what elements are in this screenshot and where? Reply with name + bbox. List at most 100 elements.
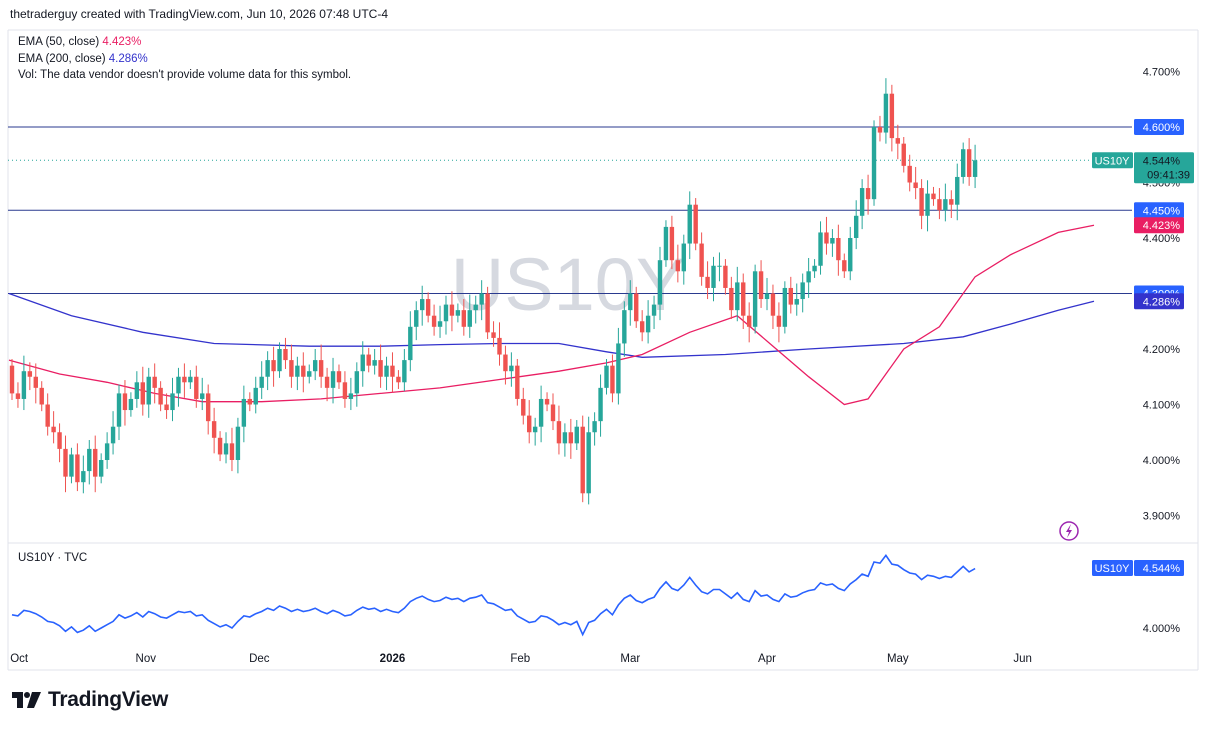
- candle-body: [164, 404, 169, 411]
- candle-body: [69, 454, 74, 477]
- candle-body: [295, 365, 300, 377]
- price-tag-countdown: 09:41:39: [1147, 169, 1190, 181]
- candle-body: [27, 371, 33, 377]
- brand-name: TradingView: [48, 688, 169, 711]
- ema200-tag: 4.286%: [1143, 296, 1181, 308]
- candle-body: [128, 398, 134, 411]
- candle-body: [610, 365, 615, 394]
- candle-body: [735, 282, 740, 311]
- candle-body: [15, 393, 21, 399]
- candle-body: [271, 360, 276, 372]
- candle-body: [657, 260, 663, 305]
- x-tick-label: May: [887, 653, 909, 665]
- candle-body: [289, 360, 294, 377]
- price-tag-value: 4.544%: [1143, 155, 1181, 167]
- candle-body: [140, 382, 145, 405]
- candle-body: [913, 182, 918, 189]
- lower-symbol-bg: [1092, 560, 1133, 576]
- y-tick-label: 3.900%: [1143, 511, 1181, 523]
- candle-body: [806, 271, 811, 283]
- x-tick-label: Dec: [249, 653, 270, 665]
- lightning-icon[interactable]: [1059, 521, 1079, 541]
- candle-body: [104, 443, 110, 460]
- candle-body: [396, 376, 401, 383]
- candle-body: [842, 260, 847, 272]
- candle-body: [283, 349, 288, 361]
- candle-body: [342, 382, 348, 399]
- candle-body: [200, 393, 205, 399]
- candle-body: [836, 238, 841, 261]
- candle-body: [687, 204, 692, 244]
- candle-body: [538, 398, 544, 427]
- candle-body: [384, 365, 389, 377]
- lower-price-bg: [1134, 560, 1184, 576]
- candle-body: [919, 188, 924, 216]
- candle-body: [889, 93, 895, 139]
- lower-y-tick: 4.000%: [1143, 623, 1181, 635]
- legend-ema200[interactable]: EMA (200, close) 4.286%: [18, 53, 148, 65]
- candle-body: [479, 293, 484, 305]
- candle-body: [348, 393, 354, 399]
- y-tick-label: 4.200%: [1143, 344, 1181, 356]
- candle-body: [622, 310, 627, 344]
- candlestick-series[interactable]: [9, 78, 978, 505]
- candle-body: [509, 365, 514, 372]
- candle-body: [818, 232, 823, 266]
- candle-body: [63, 448, 68, 477]
- candle-body: [33, 376, 38, 388]
- candle-body: [152, 376, 157, 388]
- candle-body: [800, 282, 805, 300]
- candle-body: [194, 376, 199, 399]
- candle-body: [372, 360, 377, 366]
- candle-body: [324, 376, 330, 388]
- candle-body: [717, 265, 722, 267]
- level-tag-460-bg: [1134, 119, 1184, 135]
- candle-body: [503, 354, 508, 372]
- candle-body: [532, 426, 538, 433]
- candle-body: [57, 432, 62, 449]
- lower-pane[interactable]: 4.000%: [11, 554, 1181, 637]
- candle-body: [146, 376, 151, 405]
- x-tick-label: Jun: [1013, 653, 1032, 665]
- level-tag-445-bg: [1134, 202, 1184, 219]
- candle-body: [229, 443, 235, 460]
- candle-body: [253, 387, 258, 405]
- tradingview-logo[interactable]: TradingView: [12, 688, 168, 712]
- candle-body: [420, 299, 425, 311]
- price-tags: 4.600%4.450%4.300%4.423%4.286%US10Y4.544…: [1092, 119, 1194, 576]
- x-tick-label: Oct: [10, 653, 29, 665]
- candle-body: [550, 404, 556, 422]
- candle-body: [9, 365, 15, 394]
- candle-body: [907, 165, 912, 183]
- ema200-tag-bg: [1134, 293, 1184, 310]
- candle-body: [669, 226, 675, 261]
- candle-body: [170, 393, 175, 411]
- candle-body: [628, 293, 633, 311]
- candle-body: [651, 304, 657, 316]
- candle-body: [711, 265, 716, 288]
- ema50-label: EMA (50, close): [18, 36, 100, 48]
- candle-body: [176, 376, 181, 394]
- candle-body: [883, 93, 889, 133]
- candle-body: [966, 149, 972, 177]
- candle-body: [812, 265, 817, 272]
- candle-body: [681, 243, 686, 272]
- candle-body: [634, 293, 639, 322]
- price-axis[interactable]: 4.700%4.500%4.400%4.200%4.100%4.000%3.90…: [1143, 67, 1181, 523]
- candle-body: [521, 398, 526, 416]
- candle-body: [663, 226, 669, 261]
- candle-body: [925, 193, 930, 216]
- candle-body: [247, 398, 252, 405]
- candle-body: [414, 310, 419, 327]
- candle-body: [277, 349, 282, 372]
- candle-body: [746, 315, 752, 327]
- candle-body: [937, 199, 942, 211]
- legend-ema50[interactable]: EMA (50, close) 4.423%: [18, 36, 141, 48]
- candle-body: [497, 337, 502, 355]
- candle-body: [752, 271, 758, 327]
- x-tick-label: Apr: [758, 653, 776, 665]
- time-axis[interactable]: Oct Nov Dec 2026 Feb Mar Apr May Jun: [10, 653, 1032, 665]
- candle-body: [491, 332, 496, 338]
- close-line: [11, 554, 976, 637]
